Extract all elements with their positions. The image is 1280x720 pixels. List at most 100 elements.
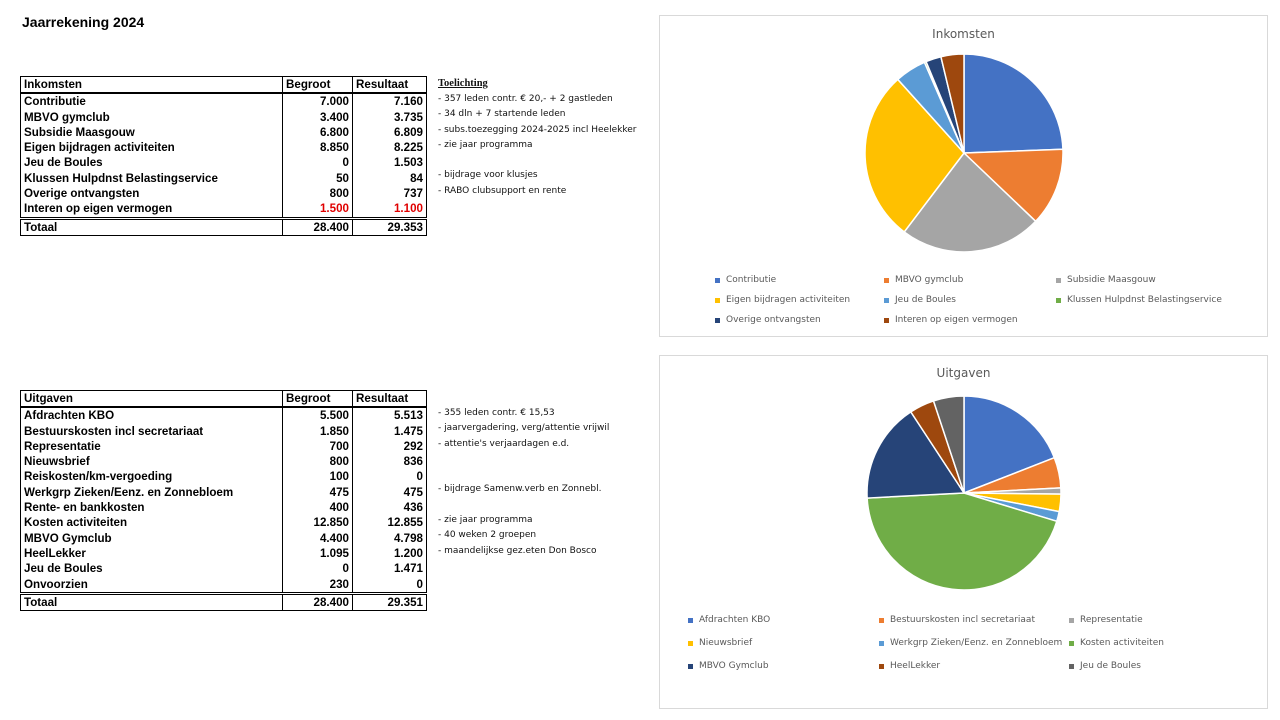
legend-item-nieuwsbrief: Nieuwsbrief — [688, 638, 752, 648]
income-note: - zie jaar programma — [438, 139, 533, 150]
pie-slice-jeu-de-boules — [932, 395, 965, 494]
expenses-cell-resultaat: 1.200 — [352, 545, 427, 562]
legend-item-bestuurskosten-incl-secretariaat: Bestuurskosten incl secretariaat — [879, 615, 1035, 625]
income-note: - RABO clubsupport en rente — [438, 185, 567, 196]
expenses-cell-begroot: 0 — [282, 561, 353, 577]
legend-item-mbvo-gymclub: MBVO gymclub — [884, 275, 963, 285]
pie-slice-afdrachten-kbo — [963, 395, 1056, 495]
expenses-cell-resultaat: 12.855 — [352, 515, 427, 531]
expenses-note: - 40 weken 2 groepen — [438, 530, 537, 541]
income-cell-label: Jeu de Boules — [20, 155, 283, 171]
legend-swatch — [884, 297, 889, 303]
legend-label: Jeu de Boules — [1080, 661, 1141, 671]
expenses-cell-resultaat: 1.471 — [352, 561, 427, 577]
income-row: Jeu de Boules 0 1.503 — [20, 155, 427, 171]
legend-item-interen-op-eigen-vermogen: Interen op eigen vermogen — [884, 315, 1018, 325]
income-cell-label: Contributie — [20, 93, 283, 110]
expenses-row: Jeu de Boules 0 1.471 — [20, 561, 427, 577]
legend-label: Bestuurskosten incl secretariaat — [890, 615, 1035, 625]
income-row: Interen op eigen vermogen 1.500 1.100 — [20, 201, 427, 219]
expenses-note: - jaarvergadering, verg/attentie vrijwil — [438, 423, 610, 434]
income-note: - 34 dln + 7 startende leden — [438, 109, 566, 120]
expenses-row: Nieuwsbrief 800 836 — [20, 454, 427, 470]
expense-total-label: Totaal — [20, 591, 283, 612]
expense-legend: Afdrachten KBO Bestuurskosten incl secret… — [660, 356, 1267, 708]
income-row: Klussen Hulpdnst Belastingservice 50 84 — [20, 170, 427, 187]
legend-swatch — [688, 663, 693, 669]
expenses-note — [438, 452, 609, 467]
expenses-cell-begroot: 800 — [282, 454, 353, 470]
expense-header-label: Uitgaven — [20, 390, 283, 409]
legend-swatch — [715, 297, 720, 303]
income-cell-resultaat: 8.225 — [352, 140, 427, 156]
legend-item-overige-ontvangsten: Overige ontvangsten — [715, 315, 821, 325]
legend-item-werkgrp-zieken-eenz-en-zonnebloem: Werkgrp Zieken/Eenz. en Zonnebloem — [879, 638, 1062, 648]
income-cell-begroot: 800 — [282, 186, 353, 202]
expenses-cell-label: HeelLekker — [20, 545, 283, 562]
income-header-resultaat: Resultaat — [352, 76, 427, 95]
expenses-cell-label: Kosten activiteiten — [20, 515, 283, 531]
legend-item-heellekker: HeelLekker — [879, 661, 940, 671]
income-note: - subs.toezegging 2024-2025 incl Heelekk… — [438, 124, 637, 135]
legend-label: Representatie — [1080, 615, 1143, 625]
income-cell-label: Klussen Hulpdnst Belastingservice — [20, 170, 283, 187]
legend-swatch — [1056, 277, 1061, 283]
expenses-row: Rente- en bankkosten 400 436 — [20, 500, 427, 516]
legend-label: MBVO gymclub — [895, 275, 964, 285]
expenses-note — [438, 559, 609, 574]
expenses-cell-resultaat: 1.475 — [352, 423, 427, 439]
legend-swatch — [688, 640, 693, 646]
expenses-cell-begroot: 1.095 — [282, 545, 353, 562]
legend-swatch — [715, 277, 720, 283]
legend-label: Afdrachten KBO — [699, 615, 771, 625]
expenses-note: - zie jaar programma — [438, 515, 533, 526]
page-title: Jaarrekening 2024 — [22, 14, 145, 30]
income-cell-begroot: 50 — [282, 170, 353, 187]
expense-header-row: Uitgaven Begroot Resultaat — [20, 390, 427, 409]
pie-slice-kosten-activiteiten — [866, 492, 1058, 591]
income-notes: Toelichting - 357 leden contr. € 20,- + … — [438, 76, 636, 214]
expense-chart: Uitgaven Afdrachten KBO Bestuurskosten in… — [659, 355, 1268, 709]
pie-slice-subsidie-maasgouw — [903, 151, 1037, 253]
income-total-label: Totaal — [20, 216, 283, 236]
legend-swatch — [879, 640, 884, 646]
legend-swatch — [715, 317, 720, 323]
expenses-cell-label: Bestuurskosten incl secretariaat — [20, 423, 283, 439]
legend-label: Contributie — [726, 275, 777, 285]
legend-label: Kosten activiteiten — [1080, 638, 1164, 648]
income-note — [438, 199, 636, 214]
legend-label: HeelLekker — [890, 661, 941, 671]
expenses-cell-resultaat: 0 — [352, 469, 427, 485]
legend-label: Eigen bijdragen activiteiten — [726, 295, 851, 305]
income-chart: Inkomsten Contributie MBVO gymclub Subsidi… — [659, 15, 1268, 337]
expenses-cell-label: MBVO Gymclub — [20, 530, 283, 546]
pie-slice-interen-op-eigen-vermogen — [939, 53, 965, 154]
expenses-cell-begroot: 1.850 — [282, 423, 353, 439]
expenses-cell-label: Afdrachten KBO — [20, 407, 283, 424]
expenses-cell-label: Representatie — [20, 438, 283, 455]
expenses-row: Bestuurskosten incl secretariaat 1.850 1.4… — [20, 423, 427, 439]
legend-item-klussen-hulpdnst-belastingservice: Klussen Hulpdnst Belastingservice — [1056, 295, 1222, 305]
expenses-row: Werkgrp Zieken/Eenz. en Zonnebloem 475 475 — [20, 484, 427, 501]
pie-slice-contributie — [963, 53, 1064, 154]
expenses-row: HeelLekker 1.095 1.200 — [20, 545, 427, 562]
legend-item-mbvo-gymclub: MBVO Gymclub — [688, 661, 769, 671]
legend-item-jeu-de-boules: Jeu de Boules — [1069, 661, 1141, 671]
expenses-cell-label: Werkgrp Zieken/Eenz. en Zonnebloem — [20, 484, 283, 501]
income-header-row: Inkomsten Begroot Resultaat — [20, 76, 427, 95]
income-note: - 357 leden contr. € 20,- + 2 gastleden — [438, 94, 613, 104]
expense-table: Uitgaven Begroot Resultaat Afdrachten KB… — [20, 390, 427, 612]
expenses-row: Representatie 700 292 — [20, 438, 427, 455]
expenses-cell-resultaat: 0 — [352, 576, 427, 594]
expenses-note: - maandelijkse gez.eten Don Bosco — [438, 545, 597, 556]
legend-label: Jeu de Boules — [895, 295, 956, 305]
expenses-cell-begroot: 5.500 — [282, 407, 353, 424]
legend-label: Overige ontvangsten — [726, 315, 821, 325]
expenses-cell-resultaat: 5.513 — [352, 407, 427, 424]
income-cell-begroot: 3.400 — [282, 109, 353, 125]
legend-label: Klussen Hulpdnst Belastingservice — [1067, 295, 1222, 305]
expenses-cell-begroot: 475 — [282, 484, 353, 501]
income-row: Eigen bijdragen activiteiten 8.850 8.225 — [20, 140, 427, 156]
income-cell-resultaat: 3.735 — [352, 109, 427, 125]
legend-swatch — [879, 617, 884, 623]
